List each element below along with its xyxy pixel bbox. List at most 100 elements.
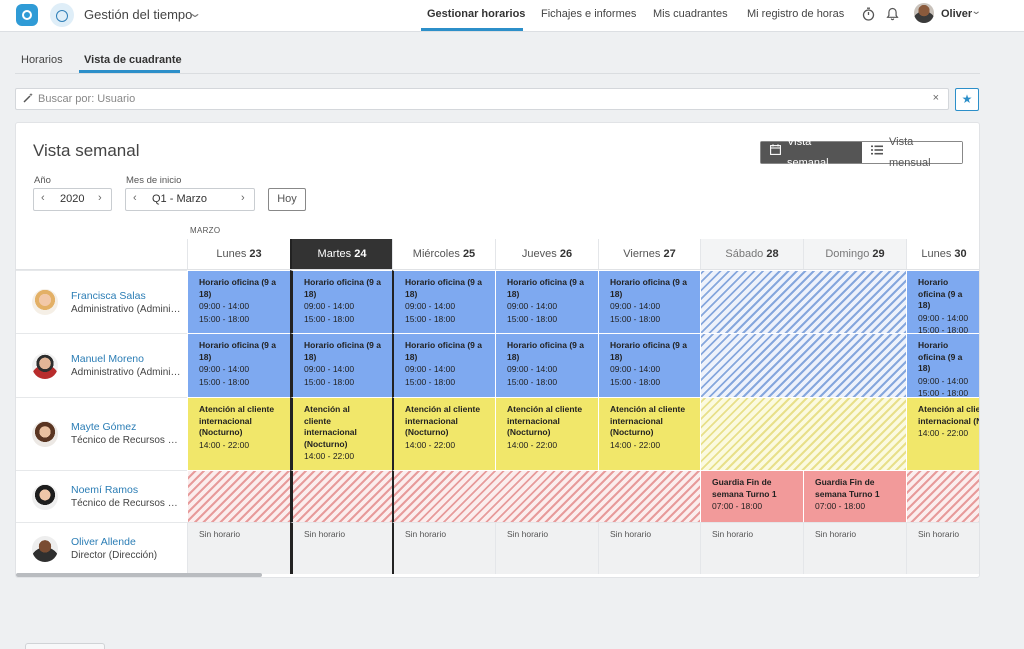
person-role: Técnico de Recursos Humanos [71, 435, 183, 446]
nav-mis-cuadrantes[interactable]: Mis cuadrantes [653, 8, 728, 20]
off-cell[interactable] [906, 470, 979, 522]
year-label: Año [34, 175, 51, 186]
chevron-left-icon[interactable]: ‹ [41, 192, 45, 204]
month-stepper: ‹ Q1 - Marzo › [125, 188, 255, 211]
magic-wand-search-icon [22, 92, 34, 107]
shift-cell[interactable]: Horario oficina (9 a 18) 09:00 - 14:00 15:… [392, 270, 495, 333]
stopwatch-app-icon[interactable] [50, 3, 74, 27]
shift-cell[interactable]: Atención al cliente internacional (Noctu… [290, 397, 392, 470]
nav-fichajes-informes[interactable]: Fichajes e informes [541, 8, 637, 20]
user-avatar[interactable] [914, 3, 934, 23]
shift-cell[interactable]: Horario oficina (9 a 18) 09:00 - 14:00 15:… [495, 333, 598, 397]
shift-cell[interactable]: Atención al cliente internacional (Noctu… [392, 397, 495, 470]
schedule-card: Vista semanal Vista semanal Vista mensua… [15, 122, 980, 578]
shift-cell[interactable]: Horario oficina (9 a 18) 09:00 - 14:00 15:… [906, 333, 979, 397]
off-cell[interactable] [392, 470, 700, 522]
chevron-down-icon[interactable]: ⌄ [187, 6, 203, 20]
shift-cell[interactable]: Atención al cliente internacional (Noctu… [906, 397, 979, 470]
empty-cell[interactable]: Sin horario [495, 522, 598, 574]
shift-cell[interactable]: Atención al cliente internacional (Noctu… [187, 397, 290, 470]
month-header: MARZO [190, 226, 221, 235]
chevron-left-icon[interactable]: ‹ [133, 192, 137, 204]
shift-cell[interactable]: Horario oficina (9 a 18) 09:00 - 14:00 15:… [392, 333, 495, 397]
shift-cell[interactable]: Horario oficina (9 a 18) 09:00 - 14:00 15:… [187, 333, 290, 397]
shift-cell[interactable]: Horario oficina (9 a 18) 09:00 - 14:00 15:… [187, 270, 290, 333]
weekly-view-label: Vista semanal [787, 135, 829, 169]
active-tab-indicator [79, 70, 180, 73]
top-navigation-bar: Gestión del tiempo ⌄ Gestionar horarios … [0, 0, 1024, 32]
avatar [32, 353, 58, 379]
chevron-right-icon[interactable]: › [98, 192, 102, 204]
day-header: Jueves 26 [495, 239, 598, 269]
empty-cell[interactable]: Sin horario [187, 522, 290, 574]
empty-cell[interactable]: Sin horario [392, 522, 495, 574]
stopwatch-icon[interactable] [862, 7, 875, 24]
horizontal-scrollbar[interactable] [16, 573, 262, 577]
favorites-star-button[interactable]: ★ [955, 88, 979, 111]
avatar [32, 421, 58, 447]
avatar [32, 484, 58, 510]
day-header: Viernes 27 [598, 239, 700, 269]
shift-cell[interactable]: Horario oficina (9 a 18) 09:00 - 14:00 15:… [598, 333, 700, 397]
today-button[interactable]: Hoy [268, 188, 306, 211]
weekend-cell[interactable] [700, 333, 906, 397]
off-cell[interactable] [290, 470, 392, 522]
chevron-right-icon[interactable]: › [241, 192, 245, 204]
weekend-cell[interactable] [700, 270, 906, 333]
search-box[interactable]: × [15, 88, 949, 110]
shift-cell[interactable]: Horario oficina (9 a 18) 09:00 - 14:00 15:… [598, 270, 700, 333]
list-icon [871, 142, 883, 163]
year-value: 2020 [60, 193, 85, 205]
tab-vista-cuadrante[interactable]: Vista de cuadrante [84, 54, 182, 66]
person-row: Manuel Moreno Administrativo (Administra… [16, 333, 187, 397]
bell-icon[interactable] [886, 7, 899, 24]
close-icon[interactable]: × [932, 92, 939, 104]
nav-mi-registro-horas[interactable]: Mi registro de horas [747, 8, 845, 20]
chevron-down-icon[interactable]: ⌄ [970, 6, 982, 17]
person-row: Noemí Ramos Técnico de Recursos Humanos [16, 470, 187, 522]
day-header-weekend: Domingo 29 [803, 239, 906, 269]
shift-cell[interactable]: Horario oficina (9 a 18) 09:00 - 14:00 15:… [495, 270, 598, 333]
person-role: Técnico de Recursos Humanos [71, 498, 183, 509]
monthly-view-button[interactable]: Vista mensual [862, 136, 962, 169]
person-name[interactable]: Noemí Ramos [71, 484, 139, 496]
person-name[interactable]: Manuel Moreno [71, 353, 144, 365]
person-role: Administrativo (Administración) [71, 367, 183, 378]
app-logo-icon[interactable] [16, 4, 38, 26]
person-name[interactable]: Francisca Salas [71, 290, 146, 302]
search-input[interactable] [38, 91, 918, 107]
tabs-divider [15, 73, 980, 74]
off-cell[interactable] [187, 470, 290, 522]
nav-gestionar-horarios[interactable]: Gestionar horarios [427, 8, 526, 20]
start-month-label: Mes de inicio [126, 175, 182, 186]
shift-cell[interactable]: Atención al cliente internacional (Noctu… [495, 397, 598, 470]
shift-cell[interactable]: Horario oficina (9 a 18) 09:00 - 14:00 15:… [290, 270, 392, 333]
empty-cell[interactable]: Sin horario [598, 522, 700, 574]
shift-cell[interactable]: Guardia Fin de semana Turno 1 07:00 - 18:… [803, 470, 906, 522]
day-header: Miércoles 25 [392, 239, 495, 269]
shift-cell[interactable]: Horario oficina (9 a 18) 09:00 - 14:00 15:… [906, 270, 979, 333]
shift-cell[interactable]: Atención al cliente internacional (Noctu… [598, 397, 700, 470]
shift-cell[interactable]: Guardia Fin de semana Turno 1 07:00 - 18:… [700, 470, 803, 522]
empty-cell[interactable]: Sin horario [906, 522, 979, 574]
tab-horarios[interactable]: Horarios [21, 54, 63, 66]
month-value: Q1 - Marzo [152, 193, 208, 205]
person-role: Administrativo (Administración) [71, 304, 183, 315]
avatar [32, 536, 58, 562]
weekly-view-button[interactable]: Vista semanal [761, 136, 862, 169]
person-name[interactable]: Mayte Gómez [71, 421, 137, 433]
app-title[interactable]: Gestión del tiempo [84, 7, 193, 22]
page-title: Vista semanal [33, 141, 140, 160]
day-header-weekend: Sábado 28 [700, 239, 803, 269]
person-name[interactable]: Oliver Allende [71, 536, 136, 548]
person-row: Mayte Gómez Técnico de Recursos Humanos [16, 397, 187, 470]
weekend-cell[interactable] [700, 397, 906, 470]
empty-cell[interactable]: Sin horario [803, 522, 906, 574]
person-role: Director (Dirección) [71, 550, 158, 561]
empty-cell[interactable]: Sin horario [290, 522, 392, 574]
user-name[interactable]: Oliver [941, 8, 973, 20]
bottom-tab [25, 643, 105, 649]
shift-cell[interactable]: Horario oficina (9 a 18) 09:00 - 14:00 15:… [290, 333, 392, 397]
person-row: Oliver Allende Director (Dirección) [16, 522, 187, 574]
empty-cell[interactable]: Sin horario [700, 522, 803, 574]
